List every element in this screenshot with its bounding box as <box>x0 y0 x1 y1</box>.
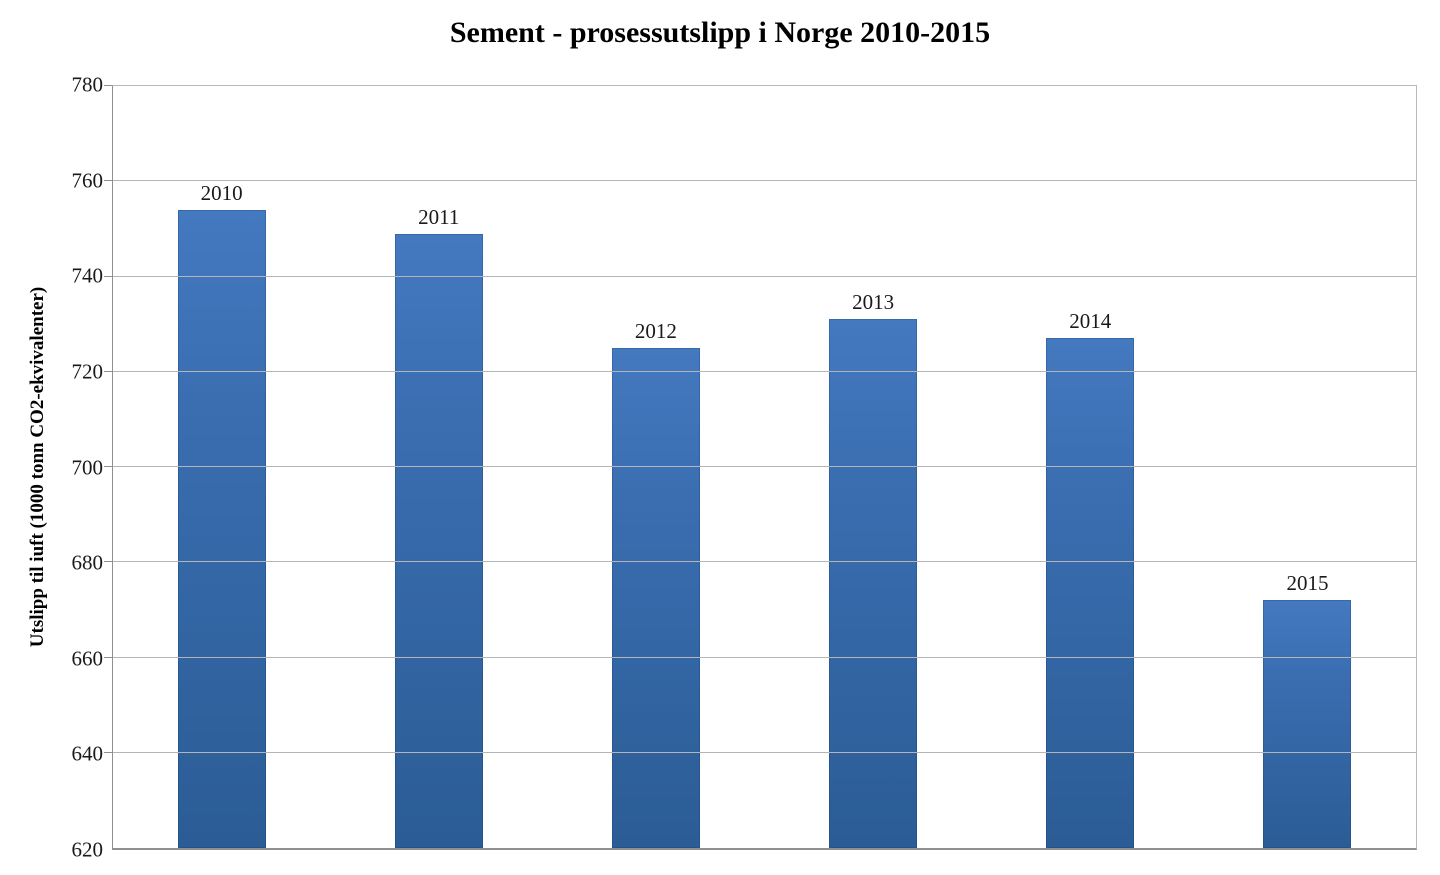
gridline-740 <box>113 275 1416 277</box>
bar-slot-2010: 2010 <box>113 86 330 848</box>
bar-slot-2014: 2014 <box>982 86 1199 848</box>
y-tick-label-680: 680 <box>71 550 104 575</box>
gridline-640 <box>113 751 1416 753</box>
y-tick-mark-680 <box>104 561 112 563</box>
y-tick-mark-760 <box>104 180 112 182</box>
y-tick-mark-740 <box>104 275 112 277</box>
y-tick-mark-700 <box>104 466 112 467</box>
y-tick-mark-720 <box>104 370 112 372</box>
y-tick-mark-640 <box>104 751 112 753</box>
bar-2010 <box>177 209 266 848</box>
chart-title: Sement - prosessutslipp i Norge 2010-201… <box>449 16 991 49</box>
y-tick-label-720: 720 <box>71 359 104 384</box>
y-axis-tick-labels: 620 640 660 680 700 720 740 760 780 <box>0 74 104 860</box>
y-tick-mark-780 <box>104 85 112 86</box>
y-tick-label-620: 620 <box>71 837 104 862</box>
gridline-680 <box>113 561 1416 563</box>
y-tick-label-780: 780 <box>71 72 104 97</box>
y-tick-label-740: 740 <box>71 263 104 288</box>
plot-area: 2010 2011 2012 2013 2014 2015 <box>104 85 1417 850</box>
gridline-720 <box>113 370 1416 372</box>
y-tick-label-640: 640 <box>71 741 104 766</box>
gridline-700 <box>113 466 1416 467</box>
bar-label-2014: 2014 <box>1069 309 1112 334</box>
bar-2014 <box>1046 338 1135 848</box>
bar-label-2011: 2011 <box>418 204 460 229</box>
bar-2015 <box>1263 600 1352 848</box>
bar-slot-2012: 2012 <box>547 86 764 848</box>
bar-label-2015: 2015 <box>1286 571 1329 596</box>
bar-label-2012: 2012 <box>634 318 677 343</box>
bar-slot-2015: 2015 <box>1199 86 1416 848</box>
bar-2011 <box>394 233 483 848</box>
bars-container: 2010 2011 2012 2013 2014 2015 <box>113 86 1416 848</box>
bar-2013 <box>829 319 918 848</box>
bar-label-2010: 2010 <box>200 180 243 205</box>
gridline-660 <box>113 656 1416 658</box>
gridline-760 <box>113 180 1416 182</box>
y-tick-label-660: 660 <box>71 646 104 671</box>
bar-slot-2013: 2013 <box>765 86 982 848</box>
y-tick-label-760: 760 <box>71 168 104 193</box>
y-tick-mark-660 <box>104 656 112 658</box>
bar-2012 <box>611 347 700 848</box>
y-tick-label-700: 700 <box>71 455 104 479</box>
bar-label-2013: 2013 <box>852 290 895 315</box>
bar-slot-2011: 2011 <box>330 86 547 848</box>
